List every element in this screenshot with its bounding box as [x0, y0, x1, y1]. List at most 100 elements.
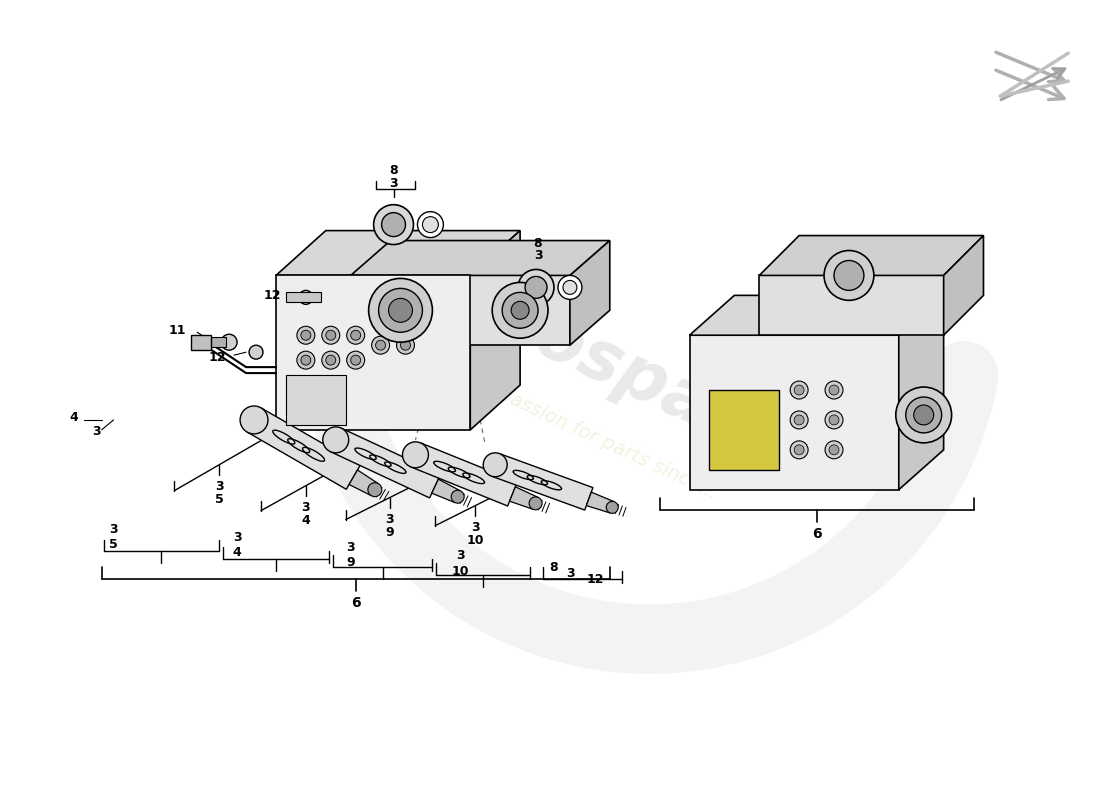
Text: 5: 5 — [214, 493, 223, 506]
Bar — [286, 375, 345, 425]
Circle shape — [518, 270, 554, 306]
Circle shape — [299, 290, 312, 304]
Circle shape — [297, 351, 315, 369]
Polygon shape — [899, 295, 944, 490]
Text: 10: 10 — [466, 534, 484, 547]
Text: 3: 3 — [214, 480, 223, 493]
Text: 8: 8 — [389, 164, 398, 178]
Circle shape — [400, 340, 410, 350]
Circle shape — [221, 334, 238, 350]
Text: 12: 12 — [586, 573, 604, 586]
Polygon shape — [570, 241, 609, 345]
Text: 11: 11 — [168, 324, 186, 337]
Circle shape — [249, 345, 263, 359]
Circle shape — [451, 490, 464, 503]
Circle shape — [301, 355, 311, 365]
Circle shape — [322, 326, 340, 344]
Circle shape — [346, 326, 364, 344]
Circle shape — [322, 351, 340, 369]
Text: 3: 3 — [109, 523, 118, 536]
Text: 3: 3 — [233, 531, 241, 544]
Bar — [351, 275, 570, 345]
Circle shape — [326, 355, 336, 365]
Circle shape — [794, 445, 804, 455]
Circle shape — [322, 427, 349, 453]
Circle shape — [418, 212, 443, 238]
Circle shape — [382, 213, 406, 237]
Text: 10: 10 — [452, 565, 469, 578]
Polygon shape — [944, 235, 983, 335]
Text: 5: 5 — [109, 538, 118, 551]
Polygon shape — [248, 408, 361, 490]
Circle shape — [297, 326, 315, 344]
Circle shape — [374, 205, 414, 245]
Text: 3: 3 — [534, 249, 542, 262]
Circle shape — [403, 442, 428, 468]
Text: 6: 6 — [351, 596, 361, 610]
Polygon shape — [432, 479, 461, 502]
Polygon shape — [276, 230, 520, 275]
Bar — [710, 390, 779, 470]
Text: 3: 3 — [566, 567, 575, 580]
Circle shape — [368, 278, 432, 342]
Polygon shape — [330, 428, 441, 498]
Circle shape — [240, 406, 268, 434]
Bar — [710, 390, 779, 470]
Circle shape — [483, 453, 507, 477]
Circle shape — [346, 351, 364, 369]
Text: 9: 9 — [346, 556, 355, 569]
Circle shape — [794, 385, 804, 395]
Circle shape — [351, 355, 361, 365]
Polygon shape — [491, 454, 593, 510]
Circle shape — [825, 441, 843, 458]
Circle shape — [422, 217, 439, 233]
Circle shape — [558, 275, 582, 299]
Bar — [690, 335, 899, 490]
Bar — [276, 275, 471, 430]
Circle shape — [492, 282, 548, 338]
Circle shape — [367, 482, 382, 497]
Circle shape — [914, 405, 934, 425]
Text: 3: 3 — [456, 549, 464, 562]
Circle shape — [790, 441, 808, 458]
Circle shape — [824, 250, 873, 300]
Circle shape — [396, 336, 415, 354]
Circle shape — [529, 497, 542, 510]
Circle shape — [378, 288, 422, 332]
Text: a passion for parts since...: a passion for parts since... — [480, 377, 720, 503]
Bar — [759, 275, 944, 335]
Circle shape — [606, 502, 618, 514]
Text: 9: 9 — [385, 526, 394, 539]
Circle shape — [825, 381, 843, 399]
Circle shape — [372, 336, 389, 354]
Text: 3: 3 — [346, 541, 355, 554]
Polygon shape — [349, 470, 378, 496]
Text: 8: 8 — [534, 237, 542, 250]
Polygon shape — [690, 295, 944, 335]
Circle shape — [794, 415, 804, 425]
Circle shape — [326, 330, 336, 340]
Circle shape — [829, 445, 839, 455]
Circle shape — [905, 397, 942, 433]
Bar — [286, 292, 321, 302]
Text: 4: 4 — [301, 514, 310, 527]
Text: 3: 3 — [471, 521, 480, 534]
Circle shape — [388, 298, 412, 322]
Text: eurospares: eurospares — [407, 247, 833, 494]
Circle shape — [790, 381, 808, 399]
Polygon shape — [586, 492, 614, 513]
Text: 4: 4 — [69, 411, 78, 425]
Polygon shape — [759, 235, 983, 275]
Text: 3: 3 — [92, 426, 101, 438]
Circle shape — [503, 292, 538, 328]
Text: 3: 3 — [389, 178, 398, 190]
Text: 12: 12 — [263, 289, 280, 302]
Bar — [196, 338, 227, 347]
Text: 4: 4 — [233, 546, 242, 559]
Polygon shape — [351, 241, 609, 275]
Text: 6: 6 — [812, 526, 822, 541]
Circle shape — [829, 385, 839, 395]
Text: 8: 8 — [550, 561, 559, 574]
Bar — [191, 335, 211, 350]
Circle shape — [525, 277, 547, 298]
